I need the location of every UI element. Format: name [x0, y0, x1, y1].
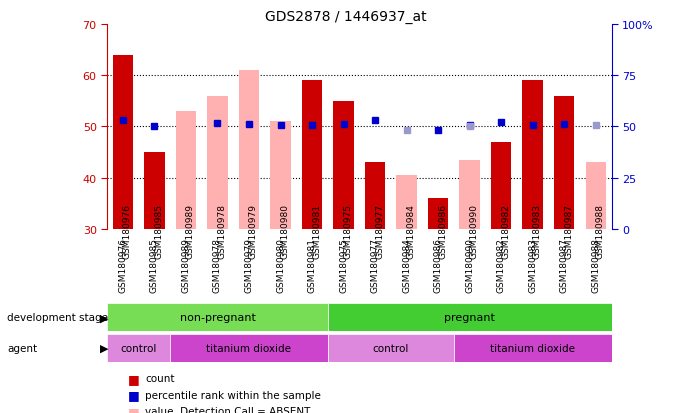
Text: GSM180979: GSM180979: [249, 204, 258, 259]
Text: value, Detection Call = ABSENT: value, Detection Call = ABSENT: [145, 406, 310, 413]
Text: GSM180981: GSM180981: [312, 204, 321, 259]
Bar: [460, 160, 480, 229]
Text: percentile rank within the sample: percentile rank within the sample: [145, 390, 321, 400]
Bar: [454, 334, 612, 362]
Bar: [302, 81, 322, 229]
Text: ■: ■: [128, 372, 140, 385]
Text: GSM180975: GSM180975: [343, 204, 352, 259]
Text: GSM180986: GSM180986: [434, 238, 443, 293]
Bar: [207, 96, 228, 229]
Text: GSM180985: GSM180985: [154, 204, 163, 259]
Text: GSM180975: GSM180975: [339, 238, 348, 293]
Text: GSM180988: GSM180988: [591, 238, 600, 293]
Bar: [107, 304, 328, 332]
Text: GDS2878 / 1446937_at: GDS2878 / 1446937_at: [265, 10, 426, 24]
Text: GSM180986: GSM180986: [438, 204, 447, 259]
Text: GSM180989: GSM180989: [182, 238, 191, 293]
Bar: [365, 163, 386, 229]
Bar: [270, 122, 291, 229]
Text: titanium dioxide: titanium dioxide: [490, 343, 575, 353]
Text: GSM180984: GSM180984: [402, 238, 411, 293]
Text: GSM180978: GSM180978: [218, 204, 227, 259]
Text: GSM180990: GSM180990: [470, 204, 479, 259]
Bar: [107, 334, 170, 362]
Text: GSM180978: GSM180978: [213, 238, 222, 293]
Text: development stage: development stage: [7, 313, 108, 323]
Text: GSM180977: GSM180977: [370, 238, 379, 293]
Text: titanium dioxide: titanium dioxide: [207, 343, 292, 353]
Bar: [397, 176, 417, 229]
Text: GSM180985: GSM180985: [150, 238, 159, 293]
Bar: [170, 334, 328, 362]
Bar: [522, 81, 543, 229]
Text: GSM180988: GSM180988: [596, 204, 605, 259]
Text: GSM180976: GSM180976: [123, 204, 132, 259]
Bar: [113, 55, 133, 229]
Text: GSM180984: GSM180984: [406, 204, 415, 259]
Bar: [333, 102, 354, 229]
Text: GSM180981: GSM180981: [307, 238, 316, 293]
Bar: [328, 304, 612, 332]
Text: GSM180976: GSM180976: [118, 238, 127, 293]
Text: GSM180979: GSM180979: [245, 238, 254, 293]
Text: GSM180983: GSM180983: [528, 238, 537, 293]
Text: agent: agent: [7, 343, 37, 353]
Text: ■: ■: [128, 388, 140, 401]
Text: GSM180989: GSM180989: [186, 204, 195, 259]
Text: control: control: [120, 343, 157, 353]
Text: GSM180987: GSM180987: [565, 204, 574, 259]
Text: GSM180977: GSM180977: [375, 204, 384, 259]
Text: count: count: [145, 373, 175, 383]
Text: GSM180982: GSM180982: [501, 204, 510, 259]
Bar: [176, 112, 196, 229]
Text: GSM180980: GSM180980: [281, 204, 290, 259]
Text: GSM180987: GSM180987: [560, 238, 569, 293]
Text: GSM180990: GSM180990: [465, 238, 474, 293]
Text: non-pregnant: non-pregnant: [180, 313, 256, 323]
Bar: [428, 199, 448, 229]
Text: ▶: ▶: [100, 313, 108, 323]
Text: pregnant: pregnant: [444, 313, 495, 323]
Text: GSM180980: GSM180980: [276, 238, 285, 293]
Bar: [238, 71, 259, 229]
Text: ■: ■: [128, 405, 140, 413]
Bar: [585, 163, 606, 229]
Text: control: control: [372, 343, 409, 353]
Bar: [554, 96, 574, 229]
Bar: [144, 152, 164, 229]
Bar: [328, 334, 454, 362]
Text: GSM180983: GSM180983: [533, 204, 542, 259]
Text: ▶: ▶: [100, 343, 108, 353]
Bar: [491, 142, 511, 229]
Text: GSM180982: GSM180982: [497, 238, 506, 293]
